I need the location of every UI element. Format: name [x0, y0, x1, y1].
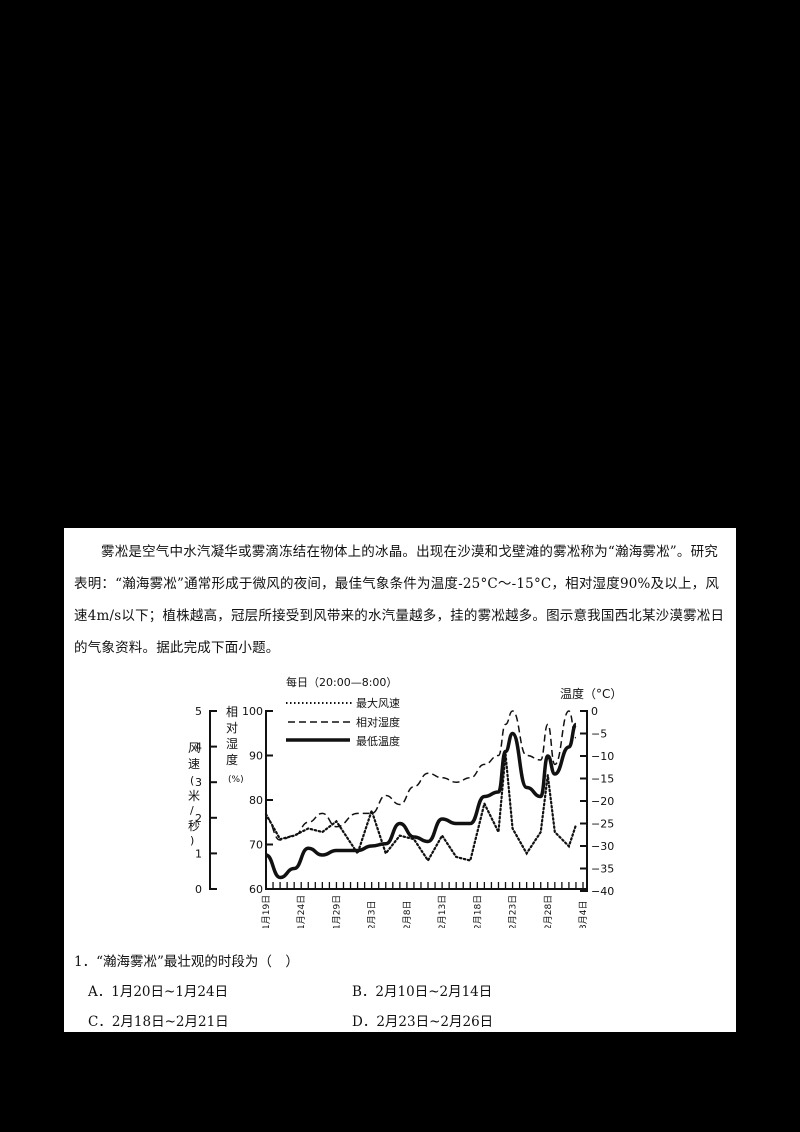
svg-text:0: 0: [195, 883, 202, 896]
svg-text:对: 对: [226, 721, 238, 735]
svg-text:−35: −35: [591, 863, 614, 876]
svg-text:2月28日: 2月28日: [543, 895, 554, 928]
svg-text:−30: −30: [591, 840, 614, 853]
option-d[interactable]: D．2月23日~2月26日: [352, 1014, 494, 1030]
svg-text:3月4日: 3月4日: [578, 901, 589, 928]
svg-text:2月3日: 2月3日: [367, 901, 378, 928]
option-c[interactable]: C．2月18日~2月21日: [88, 1014, 229, 1030]
svg-text:秒: 秒: [188, 819, 200, 833]
svg-text:): ): [190, 834, 194, 847]
svg-text:最低温度: 最低温度: [356, 734, 400, 748]
svg-text:1: 1: [195, 847, 202, 860]
humidity-axis-label: 相 对 湿 度 (%): [226, 705, 244, 785]
humidity-axis: 60 70 80 90 100: [242, 705, 273, 896]
weather-chart: 每日（20:00—8:00） 最大风速 相对湿度 最低温度 0 1 2 3 4 5 风 速…: [188, 675, 622, 928]
svg-text:相: 相: [226, 705, 238, 719]
temperature-axis: 0 −5 −10 −15 −20 −25 −30 −35 −40: [580, 705, 614, 898]
svg-text:/: /: [190, 804, 194, 817]
x-axis: 1月19日 1月24日 1月29日 2月3日 2月8日 2月13日 2月18日 2月23日 2月…: [261, 882, 589, 928]
svg-text:100: 100: [242, 705, 263, 718]
svg-text:2: 2: [195, 812, 202, 825]
wind-axis-label: 风 速 ( 米 / 秒 ): [188, 741, 200, 847]
svg-text:3: 3: [195, 776, 202, 789]
svg-text:−10: −10: [591, 750, 614, 763]
svg-text:−15: −15: [591, 773, 614, 786]
svg-text:−40: −40: [591, 885, 614, 898]
option-b[interactable]: B．2月10日~2月14日: [352, 984, 493, 1000]
svg-text:风: 风: [188, 741, 200, 755]
svg-text:(: (: [190, 774, 194, 787]
passage-text: 雾凇是空气中水汽凝华或雾滴冻结在物体上的冰晶。出现在沙漠和戈壁滩的雾凇称为“瀚海…: [74, 544, 725, 656]
chart-title: 每日（20:00—8:00）: [286, 675, 397, 689]
svg-text:湿: 湿: [226, 736, 238, 751]
svg-text:速: 速: [188, 757, 200, 771]
svg-text:2月8日: 2月8日: [402, 901, 413, 928]
series-temperature: [265, 722, 578, 880]
question-stem: 1．“瀚海雾凇”最壮观的时段为（ ）: [74, 954, 299, 970]
svg-text:70: 70: [249, 839, 263, 852]
svg-text:80: 80: [249, 794, 263, 807]
legend: 最大风速 相对湿度 最低温度: [286, 696, 400, 748]
document-page: 雾凇是空气中水汽凝华或雾滴冻结在物体上的冰晶。出现在沙漠和戈壁滩的雾凇称为“瀚海…: [64, 528, 736, 1032]
svg-text:2月18日: 2月18日: [472, 895, 483, 928]
svg-text:60: 60: [249, 883, 263, 896]
svg-text:−25: −25: [591, 818, 614, 831]
temperature-axis-label: 温度（°C）: [560, 686, 622, 701]
svg-text:4: 4: [195, 741, 202, 754]
svg-text:1月19日: 1月19日: [261, 895, 272, 928]
svg-text:2月13日: 2月13日: [437, 895, 448, 928]
svg-text:每日（20:00—8:00）: 每日（20:00—8:00）: [286, 675, 397, 689]
wind-axis: 0 1 2 3 4 5: [195, 705, 217, 896]
svg-text:−5: −5: [591, 728, 607, 741]
svg-text:−20: −20: [591, 795, 614, 808]
svg-text:度: 度: [226, 752, 238, 767]
svg-text:90: 90: [249, 750, 263, 763]
option-a[interactable]: A．1月20日~1月24日: [88, 984, 229, 1000]
svg-text:最大风速: 最大风速: [356, 696, 400, 710]
svg-text:5: 5: [195, 705, 202, 718]
svg-text:相对湿度: 相对湿度: [356, 715, 400, 729]
svg-text:2月23日: 2月23日: [508, 895, 519, 928]
svg-text:1月24日: 1月24日: [296, 895, 307, 928]
svg-text:米: 米: [188, 789, 200, 803]
series-wind: [264, 753, 578, 863]
svg-text:(%): (%): [228, 775, 244, 785]
svg-text:0: 0: [591, 705, 598, 718]
passage: 雾凇是空气中水汽凝华或雾滴冻结在物体上的冰晶。出现在沙漠和戈壁滩的雾凇称为“瀚海…: [74, 536, 730, 664]
svg-text:1月29日: 1月29日: [331, 895, 342, 928]
series-humidity: [265, 710, 577, 841]
